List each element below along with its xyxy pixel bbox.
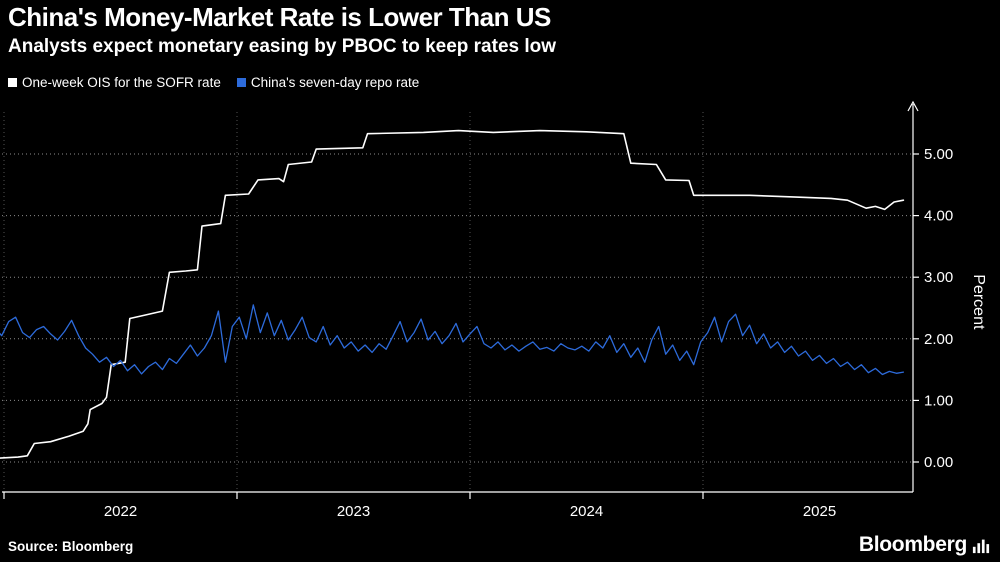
repo-series-swatch bbox=[236, 78, 246, 87]
x-tick-label: 2022 bbox=[104, 503, 137, 520]
y-axis-arrow bbox=[907, 100, 919, 112]
rates-line-chart: 0.00 1.00 2.00 3.00 4.00 5.00 2022 2023 2024 2025… bbox=[0, 100, 987, 520]
y-tick-label: 5.00 bbox=[924, 146, 953, 163]
y-tick-label: 2.00 bbox=[924, 331, 953, 348]
x-tick-label: 2023 bbox=[337, 503, 370, 520]
legend-item-sofr: One-week OIS for the SOFR rate bbox=[8, 75, 221, 90]
sofr-series-swatch bbox=[8, 78, 17, 87]
y-tick-label: 1.00 bbox=[924, 392, 953, 409]
chart-subtitle: Analysts expect monetary easing by PBOC … bbox=[8, 36, 557, 57]
y-tick-label: 0.00 bbox=[924, 454, 953, 471]
source-credit: Source: Bloomberg bbox=[8, 539, 134, 554]
bloomberg-logo: Bloomberg bbox=[859, 533, 990, 557]
x-tick-label: 2024 bbox=[570, 503, 603, 520]
legend-item-repo: China's seven-day repo rate bbox=[236, 75, 420, 90]
y-tick-label: 3.00 bbox=[924, 269, 953, 286]
bloomberg-wordmark: Bloomberg bbox=[858, 533, 967, 556]
series-line-sofr bbox=[0, 129, 905, 459]
legend-label-repo: China's seven-day repo rate bbox=[250, 75, 420, 90]
chart-title: China's Money-Market Rate is Lower Than … bbox=[8, 2, 551, 32]
bloomberg-bars-icon bbox=[972, 539, 990, 554]
chart-legend: One-week OIS for the SOFR rate China's s… bbox=[8, 75, 419, 90]
legend-label-sofr: One-week OIS for the SOFR rate bbox=[22, 75, 221, 90]
y-axis-title: Percent bbox=[970, 274, 987, 330]
series-line-repo bbox=[0, 304, 905, 376]
x-tick-label: 2025 bbox=[803, 503, 836, 520]
y-tick-label: 4.00 bbox=[924, 208, 953, 225]
